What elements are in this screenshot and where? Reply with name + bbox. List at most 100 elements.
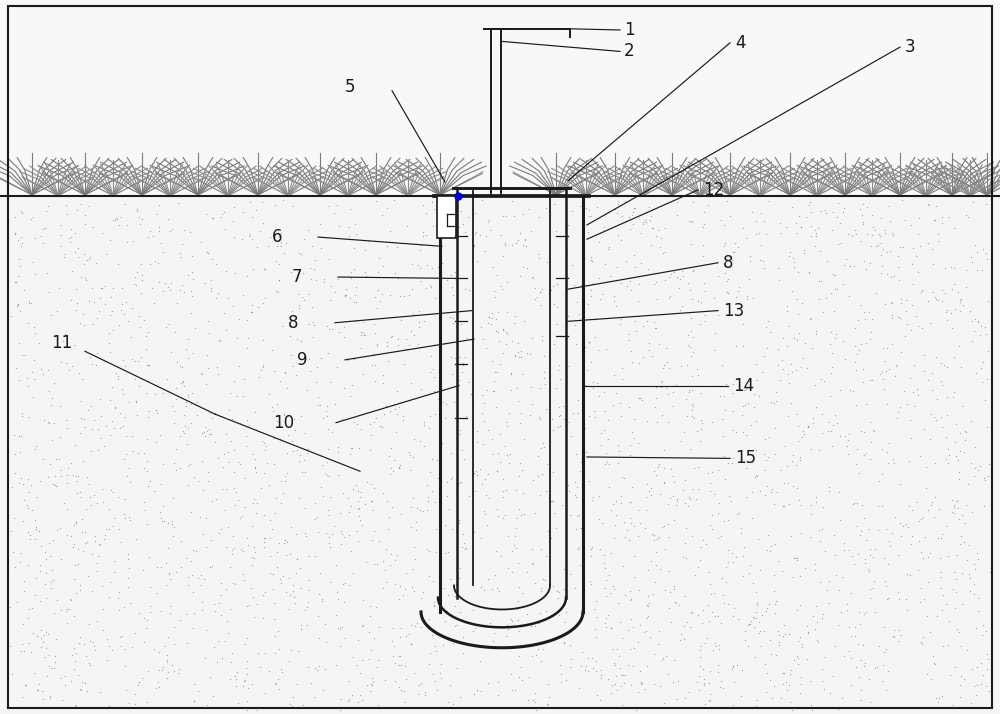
Point (697, 638, 713, 649)
Point (44, 393, 60, 404)
Point (707, 610, 723, 622)
Point (213, 610, 229, 621)
Point (368, 412, 384, 423)
Point (805, 412, 821, 423)
Point (621, 334, 637, 346)
Point (767, 538, 783, 550)
Point (799, 362, 815, 373)
Point (271, 684, 287, 695)
Point (663, 463, 679, 474)
Point (587, 331, 603, 343)
Point (741, 568, 757, 579)
Point (633, 228, 649, 239)
Point (445, 289, 461, 301)
Point (428, 523, 444, 535)
Point (525, 272, 541, 283)
Point (486, 376, 502, 387)
Point (66, 610, 82, 622)
Point (122, 597, 138, 608)
Point (155, 286, 171, 297)
Point (162, 284, 178, 296)
Point (285, 692, 301, 703)
Point (156, 515, 172, 526)
Point (86, 296, 102, 308)
Point (24, 504, 40, 516)
Point (559, 247, 575, 258)
Point (53, 605, 69, 616)
Point (515, 487, 531, 498)
Point (607, 659, 623, 670)
Point (331, 326, 347, 338)
Point (237, 472, 253, 483)
Point (954, 400, 970, 411)
Point (525, 474, 541, 486)
Point (249, 598, 265, 610)
Point (705, 644, 721, 655)
Point (511, 504, 527, 516)
Point (415, 505, 431, 516)
Point (442, 680, 458, 691)
Point (847, 630, 863, 641)
Point (623, 285, 639, 296)
Point (667, 597, 683, 608)
Point (235, 289, 251, 301)
Point (926, 657, 942, 668)
Point (662, 493, 678, 504)
Point (224, 548, 240, 559)
Point (646, 466, 662, 477)
Point (683, 607, 699, 618)
Point (330, 441, 346, 453)
Point (251, 372, 267, 383)
Point (111, 220, 127, 231)
Point (502, 448, 518, 460)
Point (198, 512, 214, 523)
Point (690, 369, 706, 381)
Point (793, 528, 809, 539)
Point (892, 401, 908, 412)
Point (777, 628, 793, 640)
Point (884, 297, 900, 308)
Point (640, 590, 656, 601)
Point (286, 591, 302, 603)
Point (33, 363, 49, 375)
Point (849, 521, 865, 532)
Point (812, 536, 828, 547)
Point (245, 592, 261, 603)
Point (716, 391, 732, 402)
Point (63, 231, 79, 243)
Point (830, 197, 846, 208)
Point (880, 665, 896, 677)
Point (532, 383, 548, 394)
Point (742, 251, 758, 262)
Point (689, 426, 705, 437)
Point (981, 458, 997, 470)
Point (890, 635, 906, 647)
Point (148, 682, 164, 693)
Point (683, 326, 699, 337)
Text: 14: 14 (733, 376, 754, 395)
Point (224, 648, 240, 659)
Point (654, 522, 670, 533)
Point (327, 286, 343, 298)
Point (474, 194, 490, 206)
Point (492, 358, 508, 369)
Point (282, 590, 298, 601)
Point (155, 501, 171, 512)
Point (287, 597, 303, 608)
Point (307, 663, 323, 674)
Point (623, 346, 639, 357)
Point (354, 520, 370, 531)
Point (581, 336, 597, 348)
Point (911, 536, 927, 547)
Point (785, 571, 801, 583)
Point (635, 351, 651, 363)
Point (804, 705, 820, 714)
Point (601, 569, 617, 580)
Point (851, 344, 867, 356)
Point (293, 620, 309, 631)
Point (78, 274, 94, 286)
Point (207, 436, 223, 448)
Point (491, 336, 507, 347)
Point (333, 538, 349, 549)
Point (510, 395, 526, 406)
